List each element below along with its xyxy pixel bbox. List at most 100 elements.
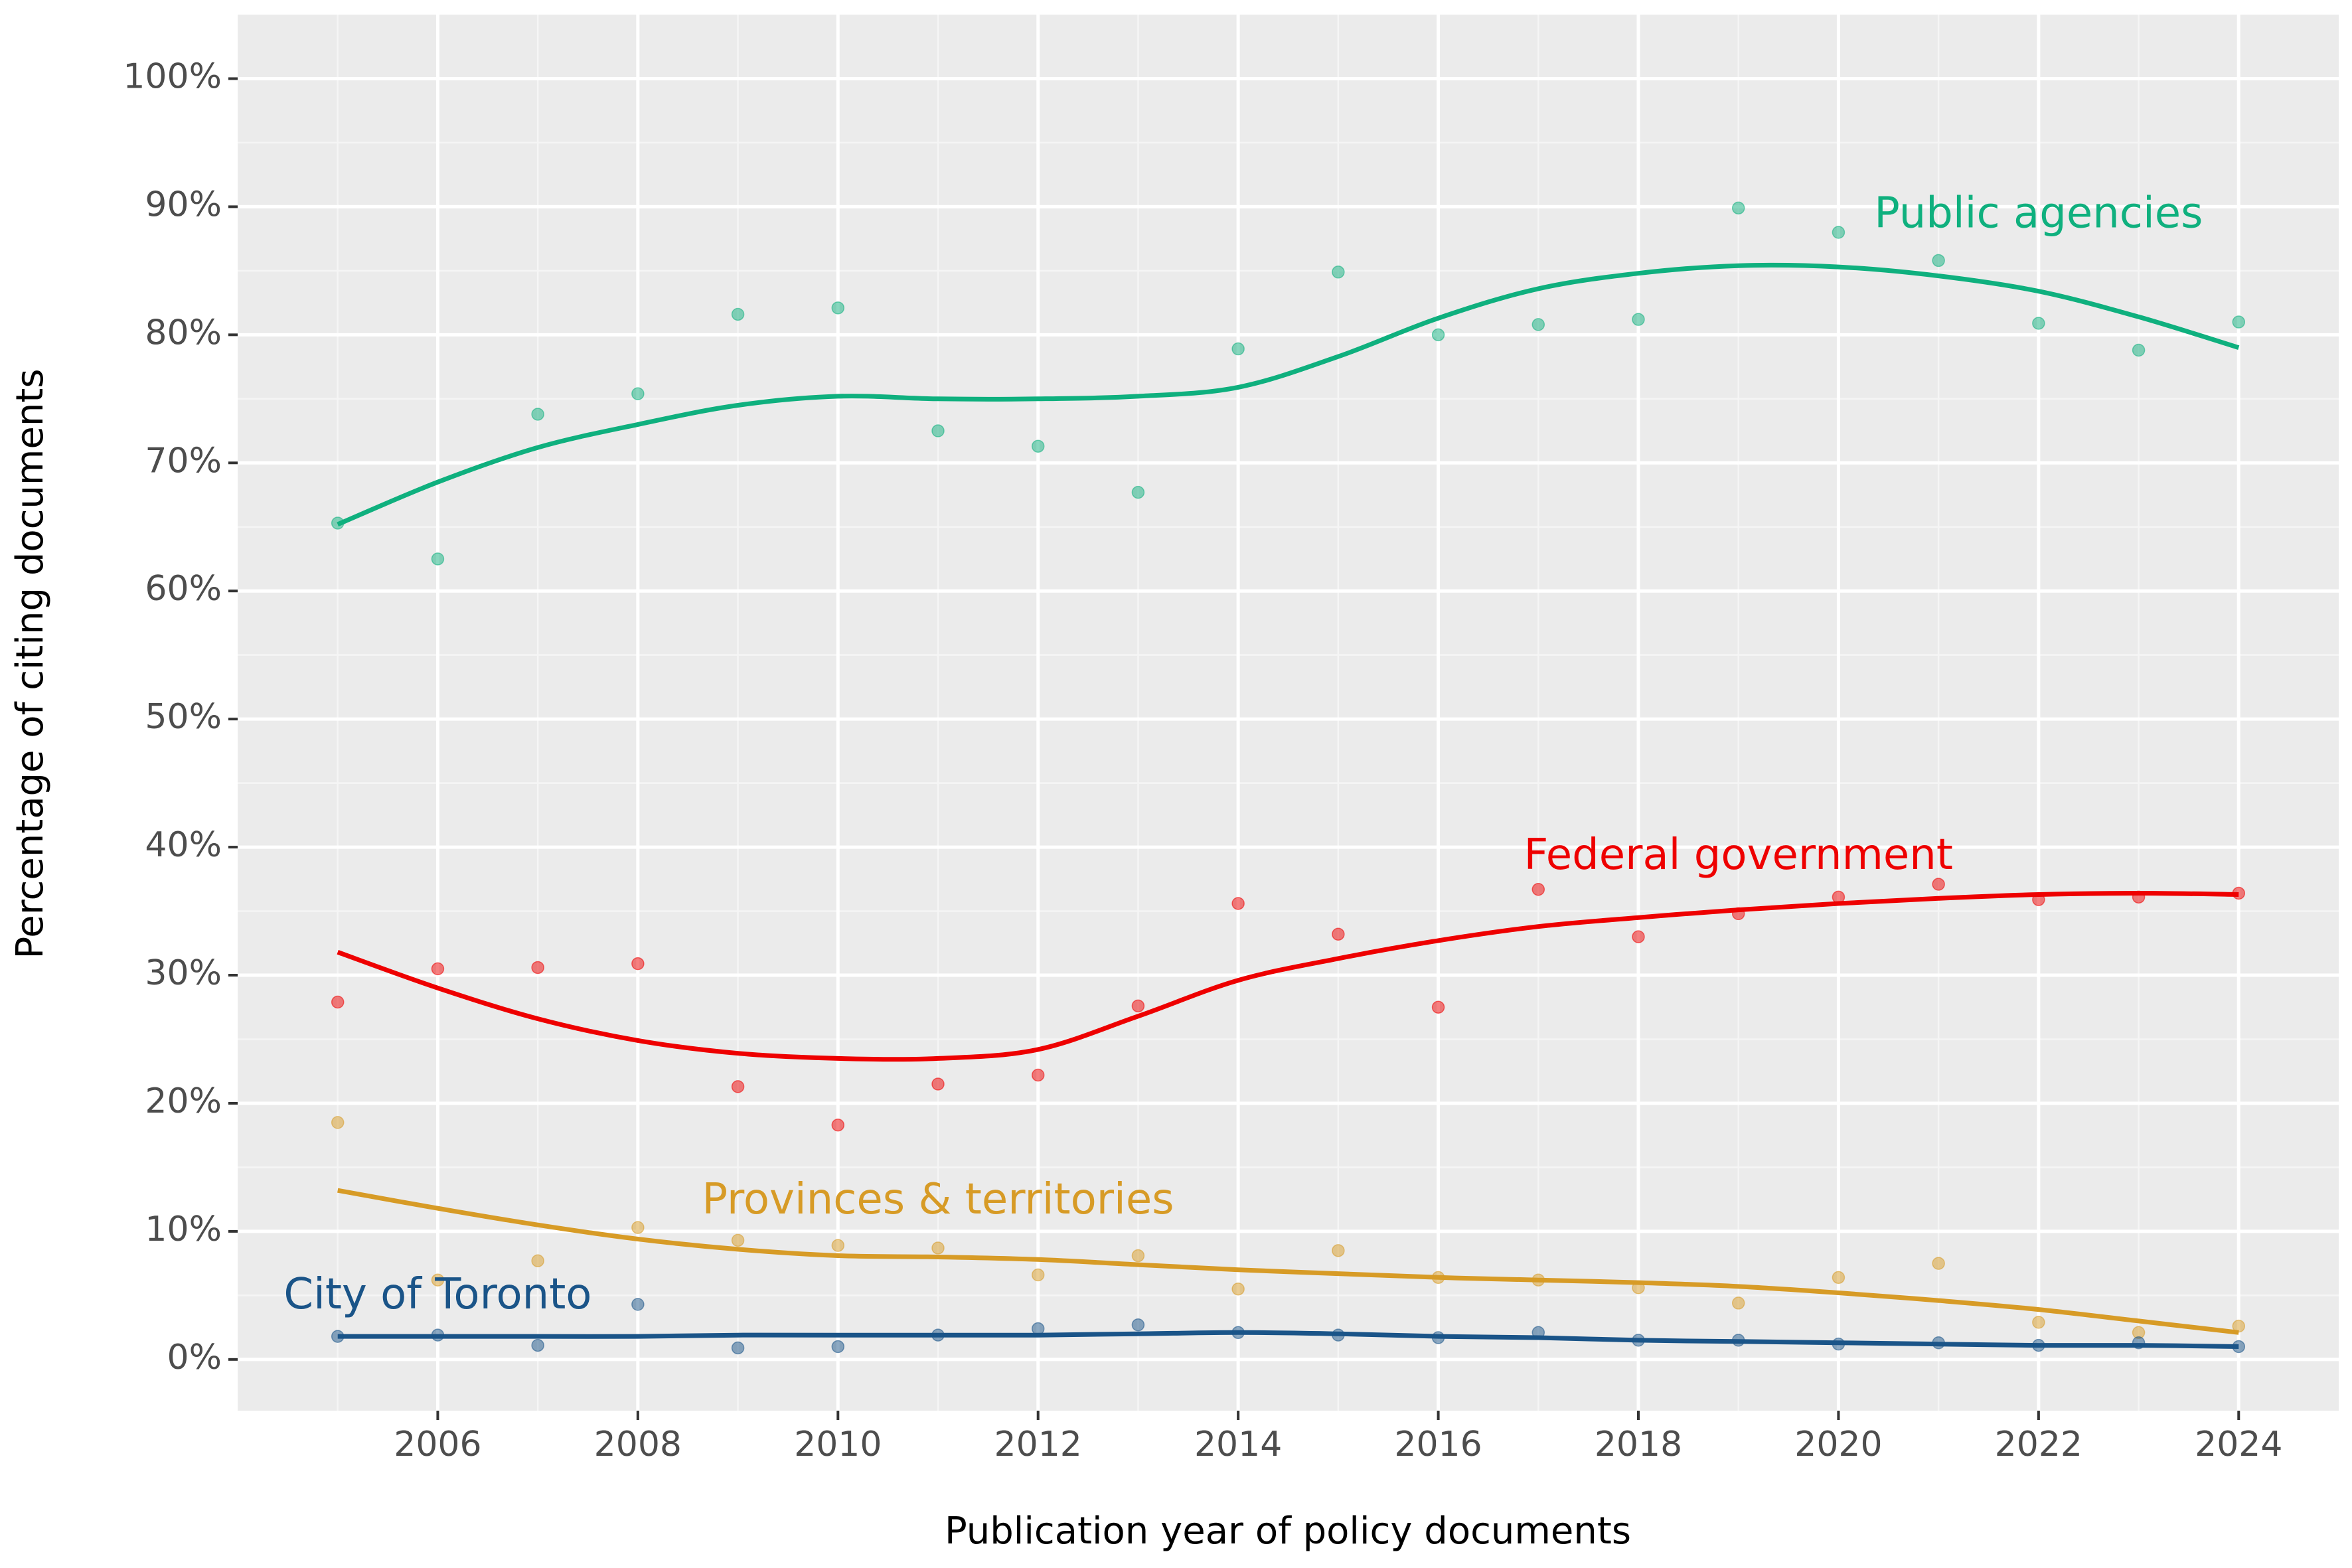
x-axis-ticks: 2006 2008 2010 2012 2014 2016 2018 2020 2022 2024 — [394, 1411, 2282, 1464]
series-label-public-agencies: Public agencies — [1874, 189, 2203, 238]
data-point-federal-government — [1832, 890, 1845, 904]
x-tick-label: 2010 — [794, 1425, 882, 1464]
y-tick-label: 90% — [145, 185, 222, 224]
data-point-public-agencies — [1031, 439, 1045, 453]
series-label-provinces-territories: Provinces & territories — [702, 1175, 1174, 1224]
data-point-city-of-toronto — [1632, 1334, 1645, 1347]
data-point-federal-government — [1932, 878, 1945, 891]
data-point-city-of-toronto — [1431, 1331, 1445, 1344]
data-point-federal-government — [631, 957, 645, 971]
data-point-federal-government — [931, 1077, 945, 1091]
data-point-public-agencies — [731, 307, 745, 321]
data-point-federal-government — [2232, 886, 2246, 900]
data-point-public-agencies — [1131, 485, 1145, 499]
data-point-city-of-toronto — [1332, 1328, 1345, 1342]
y-tick-label: 60% — [145, 569, 222, 609]
y-tick-label: 10% — [145, 1210, 222, 1249]
data-point-public-agencies — [531, 408, 544, 421]
data-point-provinces-territories — [1531, 1273, 1545, 1287]
data-point-provinces-territories — [831, 1239, 845, 1252]
data-point-city-of-toronto — [2132, 1336, 2146, 1350]
y-tick-label: 50% — [145, 697, 222, 737]
x-tick-label: 2006 — [394, 1425, 481, 1464]
trend-line-provinces-territories — [337, 1188, 2239, 1335]
data-point-city-of-toronto — [1731, 1334, 1745, 1347]
x-tick-label: 2014 — [1194, 1425, 1282, 1464]
data-point-federal-government — [1332, 927, 1345, 941]
data-point-city-of-toronto — [531, 1338, 544, 1352]
data-point-city-of-toronto — [931, 1328, 945, 1342]
data-point-federal-government — [1731, 907, 1745, 921]
data-point-city-of-toronto — [631, 1298, 645, 1311]
grid-minor — [238, 15, 2339, 1411]
data-point-city-of-toronto — [731, 1341, 745, 1355]
data-point-provinces-territories — [2032, 1316, 2045, 1329]
data-point-public-agencies — [1832, 226, 1845, 239]
data-point-provinces-territories — [1231, 1282, 1245, 1296]
x-tick-label: 2020 — [1794, 1425, 1882, 1464]
data-point-public-agencies — [831, 301, 845, 315]
data-point-provinces-territories — [1932, 1257, 1945, 1270]
data-point-provinces-territories — [1131, 1249, 1145, 1263]
data-point-city-of-toronto — [1531, 1326, 1545, 1340]
data-point-public-agencies — [1231, 342, 1245, 356]
y-tick-label: 20% — [145, 1081, 222, 1121]
data-point-provinces-territories — [1731, 1296, 1745, 1310]
data-point-public-agencies — [331, 516, 345, 530]
trend-lines — [337, 262, 2240, 1349]
series-label-city-of-toronto: City of Toronto — [283, 1270, 591, 1319]
data-point-public-agencies — [431, 552, 445, 566]
trend-line-public-agencies — [337, 262, 2240, 527]
data-point-public-agencies — [1731, 201, 1745, 215]
y-axis-title: Percentage of citing documents — [9, 368, 52, 959]
data-point-city-of-toronto — [1031, 1322, 1045, 1336]
grid-major — [238, 15, 2339, 1411]
data-point-public-agencies — [631, 387, 645, 400]
x-tick-label: 2016 — [1394, 1425, 1482, 1464]
data-point-public-agencies — [1431, 328, 1445, 342]
data-point-provinces-territories — [431, 1273, 445, 1287]
data-point-federal-government — [1031, 1068, 1045, 1082]
data-point-public-agencies — [1332, 266, 1345, 279]
x-axis-title: Publication year of policy documents — [945, 1510, 1631, 1553]
data-point-federal-government — [731, 1080, 745, 1093]
x-tick-label: 2012 — [994, 1425, 1082, 1464]
data-point-federal-government — [1632, 930, 1645, 943]
data-point-provinces-territories — [531, 1254, 544, 1268]
data-point-public-agencies — [931, 424, 945, 437]
data-point-provinces-territories — [2232, 1319, 2246, 1333]
y-tick-label: 70% — [145, 441, 222, 481]
x-tick-label: 2022 — [1995, 1425, 2082, 1464]
data-point-federal-government — [331, 995, 345, 1009]
data-point-city-of-toronto — [331, 1330, 345, 1343]
data-point-public-agencies — [2032, 317, 2045, 330]
data-point-provinces-territories — [1832, 1271, 1845, 1285]
data-point-provinces-territories — [1632, 1281, 1645, 1294]
data-point-city-of-toronto — [1832, 1337, 1845, 1351]
data-points — [331, 201, 2246, 1355]
data-point-city-of-toronto — [1131, 1318, 1145, 1332]
data-point-federal-government — [2132, 890, 2146, 904]
data-point-city-of-toronto — [831, 1340, 845, 1354]
x-tick-label: 2018 — [1595, 1425, 1682, 1464]
series-label-federal-government: Federal government — [1524, 830, 1953, 880]
data-point-public-agencies — [1632, 313, 1645, 326]
plot-panel — [238, 15, 2339, 1411]
data-point-provinces-territories — [1031, 1268, 1045, 1282]
y-tick-label: 0% — [167, 1338, 222, 1377]
trend-line-city-of-toronto — [337, 1330, 2239, 1349]
data-point-provinces-territories — [731, 1233, 745, 1247]
data-point-public-agencies — [2132, 343, 2146, 357]
y-axis-ticks: 0% 10% 20% 30% 40% 50% 60% 70% 80% 90% 100% — [123, 56, 238, 1377]
data-point-provinces-territories — [631, 1221, 645, 1234]
data-point-federal-government — [431, 962, 445, 976]
data-point-public-agencies — [2232, 315, 2246, 329]
data-point-federal-government — [1431, 1000, 1445, 1014]
data-point-city-of-toronto — [431, 1328, 445, 1342]
series-labels: Public agencies Federal government Provinc… — [283, 189, 2203, 1318]
data-point-city-of-toronto — [1231, 1326, 1245, 1340]
data-point-city-of-toronto — [1932, 1336, 1945, 1350]
y-tick-label: 40% — [145, 825, 222, 865]
data-point-provinces-territories — [1332, 1244, 1345, 1257]
y-tick-label: 30% — [145, 953, 222, 993]
